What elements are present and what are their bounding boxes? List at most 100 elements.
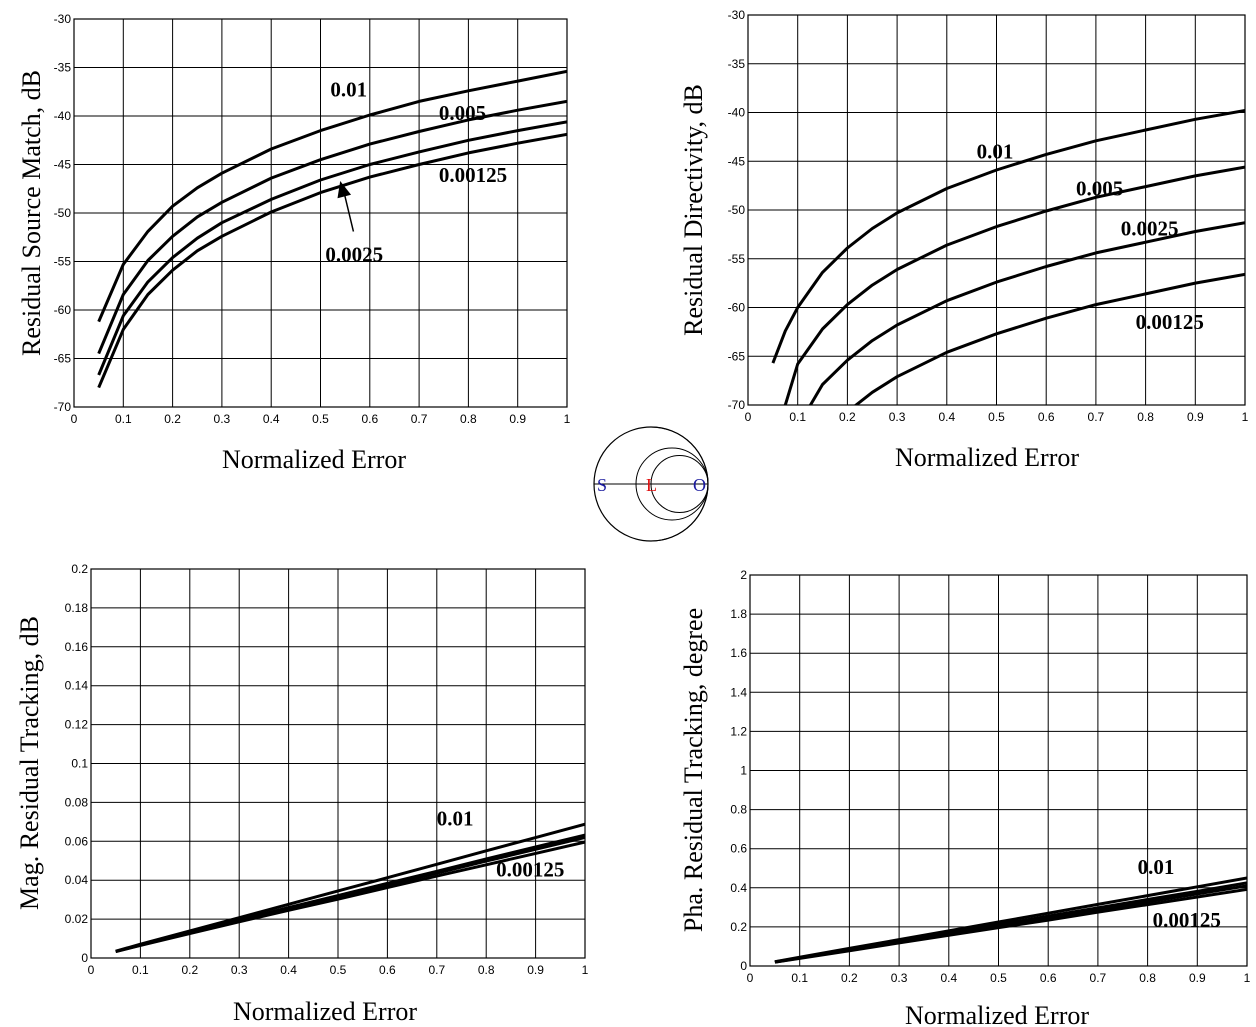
y-tick-label: 1.2 — [730, 724, 747, 738]
y-tick-label: 0.8 — [730, 803, 747, 817]
series-line-0_00125 — [853, 272, 1245, 405]
x-tick-label: 0.6 — [1038, 410, 1055, 424]
x-tick-label: 0.8 — [460, 412, 477, 426]
y-tick-label: -55 — [54, 255, 72, 269]
x-axis-label: Normalized Error — [895, 443, 1079, 472]
x-tick-label: 0.2 — [839, 410, 856, 424]
smith-label-l: L — [646, 475, 657, 495]
x-tick-label: 0.6 — [361, 412, 378, 426]
series-group — [115, 822, 585, 954]
grid — [73, 18, 568, 408]
curve-label: 0.00125 — [1153, 908, 1221, 932]
x-tick-label: 0.7 — [1088, 410, 1105, 424]
x-tick-label: 0.7 — [1090, 971, 1107, 985]
x-tick-label: 0.3 — [889, 410, 906, 424]
y-tick-label: 1.8 — [730, 607, 747, 621]
plot-frame — [749, 574, 1248, 967]
series-group — [97, 69, 567, 389]
series-line-0_0025 — [97, 120, 567, 376]
x-tick-label: 0.5 — [988, 410, 1005, 424]
curve-label: 0.00125 — [496, 857, 564, 881]
series-line-0_01 — [97, 69, 567, 323]
y-tick-label: -65 — [728, 349, 746, 363]
x-tick-label: 0.5 — [990, 971, 1007, 985]
x-tick-label: 1 — [564, 412, 571, 426]
x-tick-label: 0.3 — [231, 963, 248, 977]
y-tick-label: 0.2 — [730, 920, 747, 934]
y-tick-label: 0.16 — [65, 640, 89, 654]
curve-label: 0.00125 — [439, 163, 507, 187]
x-tick-label: 0.6 — [379, 963, 396, 977]
y-tick-label: -50 — [54, 206, 72, 220]
y-tick-label: -30 — [54, 12, 72, 26]
smith-chart-icon: S L O — [593, 426, 709, 542]
series-line-0_005 — [783, 165, 1245, 405]
x-tick-label: 0.2 — [164, 412, 181, 426]
y-axis-label: Pha. Residual Tracking, degree — [679, 608, 708, 932]
x-tick-label: 0.1 — [115, 412, 132, 426]
x-tick-label: 0 — [745, 410, 752, 424]
series-line-0_01 — [771, 109, 1245, 364]
directivity-chart: 0 0.1 0.2 0.3 0.4 0.5 0.6 0.7 0.8 0.9 1 -70 -65 -60 -5… — [679, 8, 1249, 472]
x-tick-label: 1 — [1242, 410, 1249, 424]
curve-label: 0.01 — [1138, 855, 1175, 879]
curve-label: 0.005 — [439, 101, 486, 125]
y-tick-label: 0.02 — [65, 912, 89, 926]
series-line-0_005 — [97, 99, 567, 355]
curve-label: 0.0025 — [325, 243, 383, 267]
plot-frame — [73, 18, 568, 408]
source-match-chart: 0 0.1 0.2 0.3 0.4 0.5 0.6 0.7 0.8 0.9 1 -70 -65 -60 -5… — [17, 12, 571, 474]
x-tick-label: 0.2 — [841, 971, 858, 985]
y-tick-label: 0.6 — [730, 842, 747, 856]
y-tick-label: 1 — [740, 764, 747, 778]
series-line-0_00125 — [115, 840, 585, 954]
y-tick-label: 0.2 — [71, 562, 88, 576]
x-axis-label: Normalized Error — [233, 997, 417, 1026]
x-tick-label: 0.9 — [1189, 971, 1206, 985]
y-tick-label: -55 — [728, 252, 746, 266]
y-tick-label: 1.4 — [730, 685, 747, 699]
series-line-0_0025 — [808, 221, 1245, 405]
series-line-0_00125 — [774, 887, 1247, 964]
x-tick-label: 0.2 — [181, 963, 198, 977]
y-tick-label: -70 — [54, 400, 72, 414]
series-line-0_00125 — [97, 132, 567, 389]
y-tick-label: 0.14 — [65, 679, 89, 693]
mag-tracking-chart: 0 0.1 0.2 0.3 0.4 0.5 0.6 0.7 0.8 0.9 1 0 0.02 0.04 0.… — [15, 562, 589, 1026]
y-tick-label: 0.12 — [65, 718, 89, 732]
series-group — [774, 876, 1247, 964]
curve-label: 0.01 — [977, 139, 1014, 163]
x-tick-label: 0.4 — [263, 412, 280, 426]
x-tick-label: 0.3 — [214, 412, 231, 426]
x-tick-label: 0.9 — [509, 412, 526, 426]
y-tick-label: -30 — [728, 8, 746, 22]
y-tick-label: -45 — [728, 154, 746, 168]
x-tick-label: 0.9 — [527, 963, 544, 977]
y-tick-label: -45 — [54, 158, 72, 172]
y-tick-label: 0 — [740, 959, 747, 973]
x-tick-label: 1 — [582, 963, 589, 977]
y-tick-label: 0 — [81, 951, 88, 965]
x-tick-label: 0 — [747, 971, 754, 985]
smith-label-s: S — [597, 475, 607, 495]
x-tick-label: 0.7 — [411, 412, 428, 426]
curve-label: 0.01 — [437, 807, 474, 831]
x-tick-label: 0.4 — [280, 963, 297, 977]
x-tick-label: 0.3 — [891, 971, 908, 985]
y-tick-label: 0.1 — [71, 757, 88, 771]
plot-frame — [747, 14, 1246, 406]
x-tick-label: 0.1 — [789, 410, 806, 424]
y-tick-label: 0.18 — [65, 601, 89, 615]
x-tick-label: 0.1 — [791, 971, 808, 985]
x-axis-label: Normalized Error — [222, 445, 406, 474]
x-tick-label: 0.8 — [1137, 410, 1154, 424]
y-tick-label: 0.08 — [65, 795, 89, 809]
grid — [747, 14, 1246, 406]
x-tick-label: 0.9 — [1187, 410, 1204, 424]
x-axis-label: Normalized Error — [905, 1001, 1089, 1027]
y-tick-label: -70 — [728, 398, 746, 412]
x-tick-label: 0.4 — [940, 971, 957, 985]
annotation-arrowhead — [337, 180, 352, 199]
x-tick-label: 0.1 — [132, 963, 149, 977]
